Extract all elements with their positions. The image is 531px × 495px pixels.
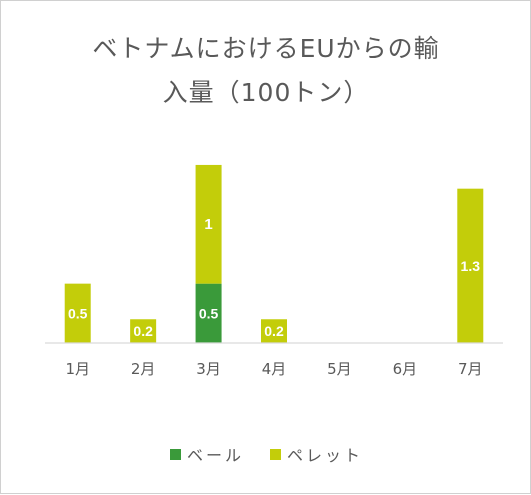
x-tick-label-2: 2月 (131, 360, 156, 378)
data-label-pellet-3: 1 (204, 216, 212, 233)
legend-item-pellet: ペレット (270, 442, 363, 466)
legend-label-pellet: ペレット (287, 446, 364, 465)
bar-pellet-7 (457, 188, 484, 343)
x-tick-label-3: 3月 (196, 360, 221, 378)
legend-swatch-pellet (270, 448, 281, 460)
data-label-bale-3: 0.5 (199, 305, 219, 321)
bar-labels-group: 0.5 0.2 0.5 1 0.2 1.3 (68, 216, 480, 339)
chart-title-line-2: 入量（100トン） (162, 78, 370, 107)
bar-pellet-4 (261, 319, 287, 343)
bar-bale-3 (195, 283, 222, 343)
bars-group (64, 164, 484, 343)
chart-title-line-1: ベトナムにおけるEUからの輸 (92, 34, 440, 63)
chart-title: ベトナムにおけるEUからの輸 入量（100トン） (61, 27, 471, 115)
x-tick-label-4: 4月 (262, 360, 287, 378)
x-tick-label-6: 6月 (393, 360, 418, 378)
data-label-pellet-1: 0.5 (68, 305, 88, 321)
legend: ベール ペレット (1, 442, 531, 466)
x-tick-label-5: 5月 (327, 360, 352, 378)
data-label-pellet-7: 1.3 (461, 258, 481, 274)
data-label-pellet-2: 0.2 (133, 323, 153, 339)
x-tick-label-1: 1月 (65, 360, 90, 378)
bar-pellet-1 (64, 283, 91, 343)
x-tick-label-7: 7月 (458, 360, 483, 378)
legend-item-bale: ベール (169, 442, 244, 466)
x-tick-labels-group: 1月 2月 3月 4月 5月 6月 7月 (65, 360, 482, 378)
bar-pellet-2 (130, 319, 157, 343)
data-label-pellet-4: 0.2 (264, 323, 284, 339)
legend-label-bale: ベール (186, 446, 244, 465)
bar-pellet-3 (195, 164, 222, 284)
legend-swatch-bale (169, 448, 181, 460)
